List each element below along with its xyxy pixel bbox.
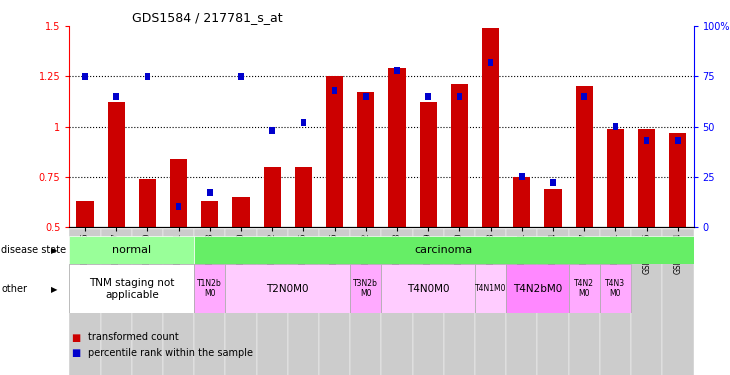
Text: T2N0M0: T2N0M0	[266, 284, 309, 294]
Text: transformed count: transformed count	[88, 333, 178, 342]
Text: carcinoma: carcinoma	[415, 245, 473, 255]
Bar	[582, 93, 587, 100]
FancyBboxPatch shape	[226, 229, 257, 375]
Bar	[420, 102, 437, 227]
Bar	[232, 197, 250, 227]
Text: ■: ■	[72, 348, 81, 358]
Bar	[576, 87, 593, 227]
FancyBboxPatch shape	[412, 229, 444, 375]
FancyBboxPatch shape	[288, 229, 319, 375]
Bar	[513, 177, 531, 227]
FancyBboxPatch shape	[381, 229, 412, 375]
FancyBboxPatch shape	[163, 229, 194, 375]
Bar	[488, 59, 493, 66]
Bar	[675, 137, 680, 144]
Text: percentile rank within the sample: percentile rank within the sample	[88, 348, 253, 358]
Bar	[139, 179, 156, 227]
Bar	[194, 264, 226, 313]
FancyBboxPatch shape	[69, 229, 101, 375]
FancyBboxPatch shape	[350, 229, 381, 375]
Bar	[295, 166, 312, 227]
Bar	[107, 102, 125, 227]
Bar	[194, 236, 694, 264]
FancyBboxPatch shape	[507, 229, 537, 375]
Bar	[607, 129, 624, 227]
Text: ▶: ▶	[51, 246, 58, 255]
Bar	[363, 93, 369, 100]
Text: disease state: disease state	[1, 245, 66, 255]
Text: T4N3
M0: T4N3 M0	[605, 279, 626, 298]
Bar	[226, 264, 350, 313]
Bar	[519, 173, 525, 180]
Bar	[82, 73, 88, 80]
Text: T4N2bM0: T4N2bM0	[513, 284, 562, 294]
FancyBboxPatch shape	[600, 229, 631, 375]
Bar	[326, 76, 343, 227]
Bar	[332, 87, 337, 94]
Bar	[357, 93, 374, 227]
Bar	[269, 127, 275, 134]
FancyBboxPatch shape	[537, 229, 569, 375]
FancyBboxPatch shape	[569, 229, 600, 375]
Bar	[644, 137, 650, 144]
Bar	[600, 264, 631, 313]
FancyBboxPatch shape	[444, 229, 475, 375]
Bar	[612, 123, 618, 130]
Bar	[482, 28, 499, 227]
Bar	[238, 73, 244, 80]
Bar	[550, 179, 556, 186]
Text: ▶: ▶	[51, 285, 58, 294]
FancyBboxPatch shape	[101, 229, 131, 375]
Text: other: other	[1, 285, 28, 294]
FancyBboxPatch shape	[475, 229, 507, 375]
Text: T4N1M0: T4N1M0	[475, 284, 507, 293]
Text: T4N2
M0: T4N2 M0	[575, 279, 594, 298]
Text: ■: ■	[72, 333, 81, 342]
Bar	[457, 93, 462, 100]
Bar	[69, 264, 194, 313]
Bar	[145, 73, 150, 80]
Bar	[451, 84, 468, 227]
FancyBboxPatch shape	[631, 229, 662, 375]
FancyBboxPatch shape	[662, 229, 694, 375]
Bar	[669, 133, 686, 227]
Bar	[350, 264, 381, 313]
Bar	[207, 189, 212, 196]
Bar	[545, 189, 561, 227]
Bar	[301, 119, 306, 126]
Bar	[507, 264, 569, 313]
Bar	[569, 264, 600, 313]
Bar	[475, 264, 507, 313]
Bar	[388, 68, 406, 227]
Bar	[638, 129, 656, 227]
Bar	[170, 159, 187, 227]
FancyBboxPatch shape	[319, 229, 350, 375]
Bar	[77, 201, 93, 227]
Text: normal: normal	[112, 245, 151, 255]
Bar	[394, 67, 400, 74]
FancyBboxPatch shape	[131, 229, 163, 375]
Bar	[426, 93, 431, 100]
Bar	[113, 93, 119, 100]
Text: TNM staging not
applicable: TNM staging not applicable	[89, 278, 174, 300]
Bar	[381, 264, 475, 313]
Bar	[264, 166, 281, 227]
FancyBboxPatch shape	[257, 229, 288, 375]
FancyBboxPatch shape	[194, 229, 226, 375]
Bar	[69, 236, 194, 264]
Bar	[176, 203, 181, 210]
Text: T3N2b
M0: T3N2b M0	[353, 279, 378, 298]
Text: T4N0M0: T4N0M0	[407, 284, 450, 294]
Bar	[201, 201, 218, 227]
Text: GDS1584 / 217781_s_at: GDS1584 / 217781_s_at	[131, 11, 283, 24]
Text: T1N2b
M0: T1N2b M0	[197, 279, 222, 298]
